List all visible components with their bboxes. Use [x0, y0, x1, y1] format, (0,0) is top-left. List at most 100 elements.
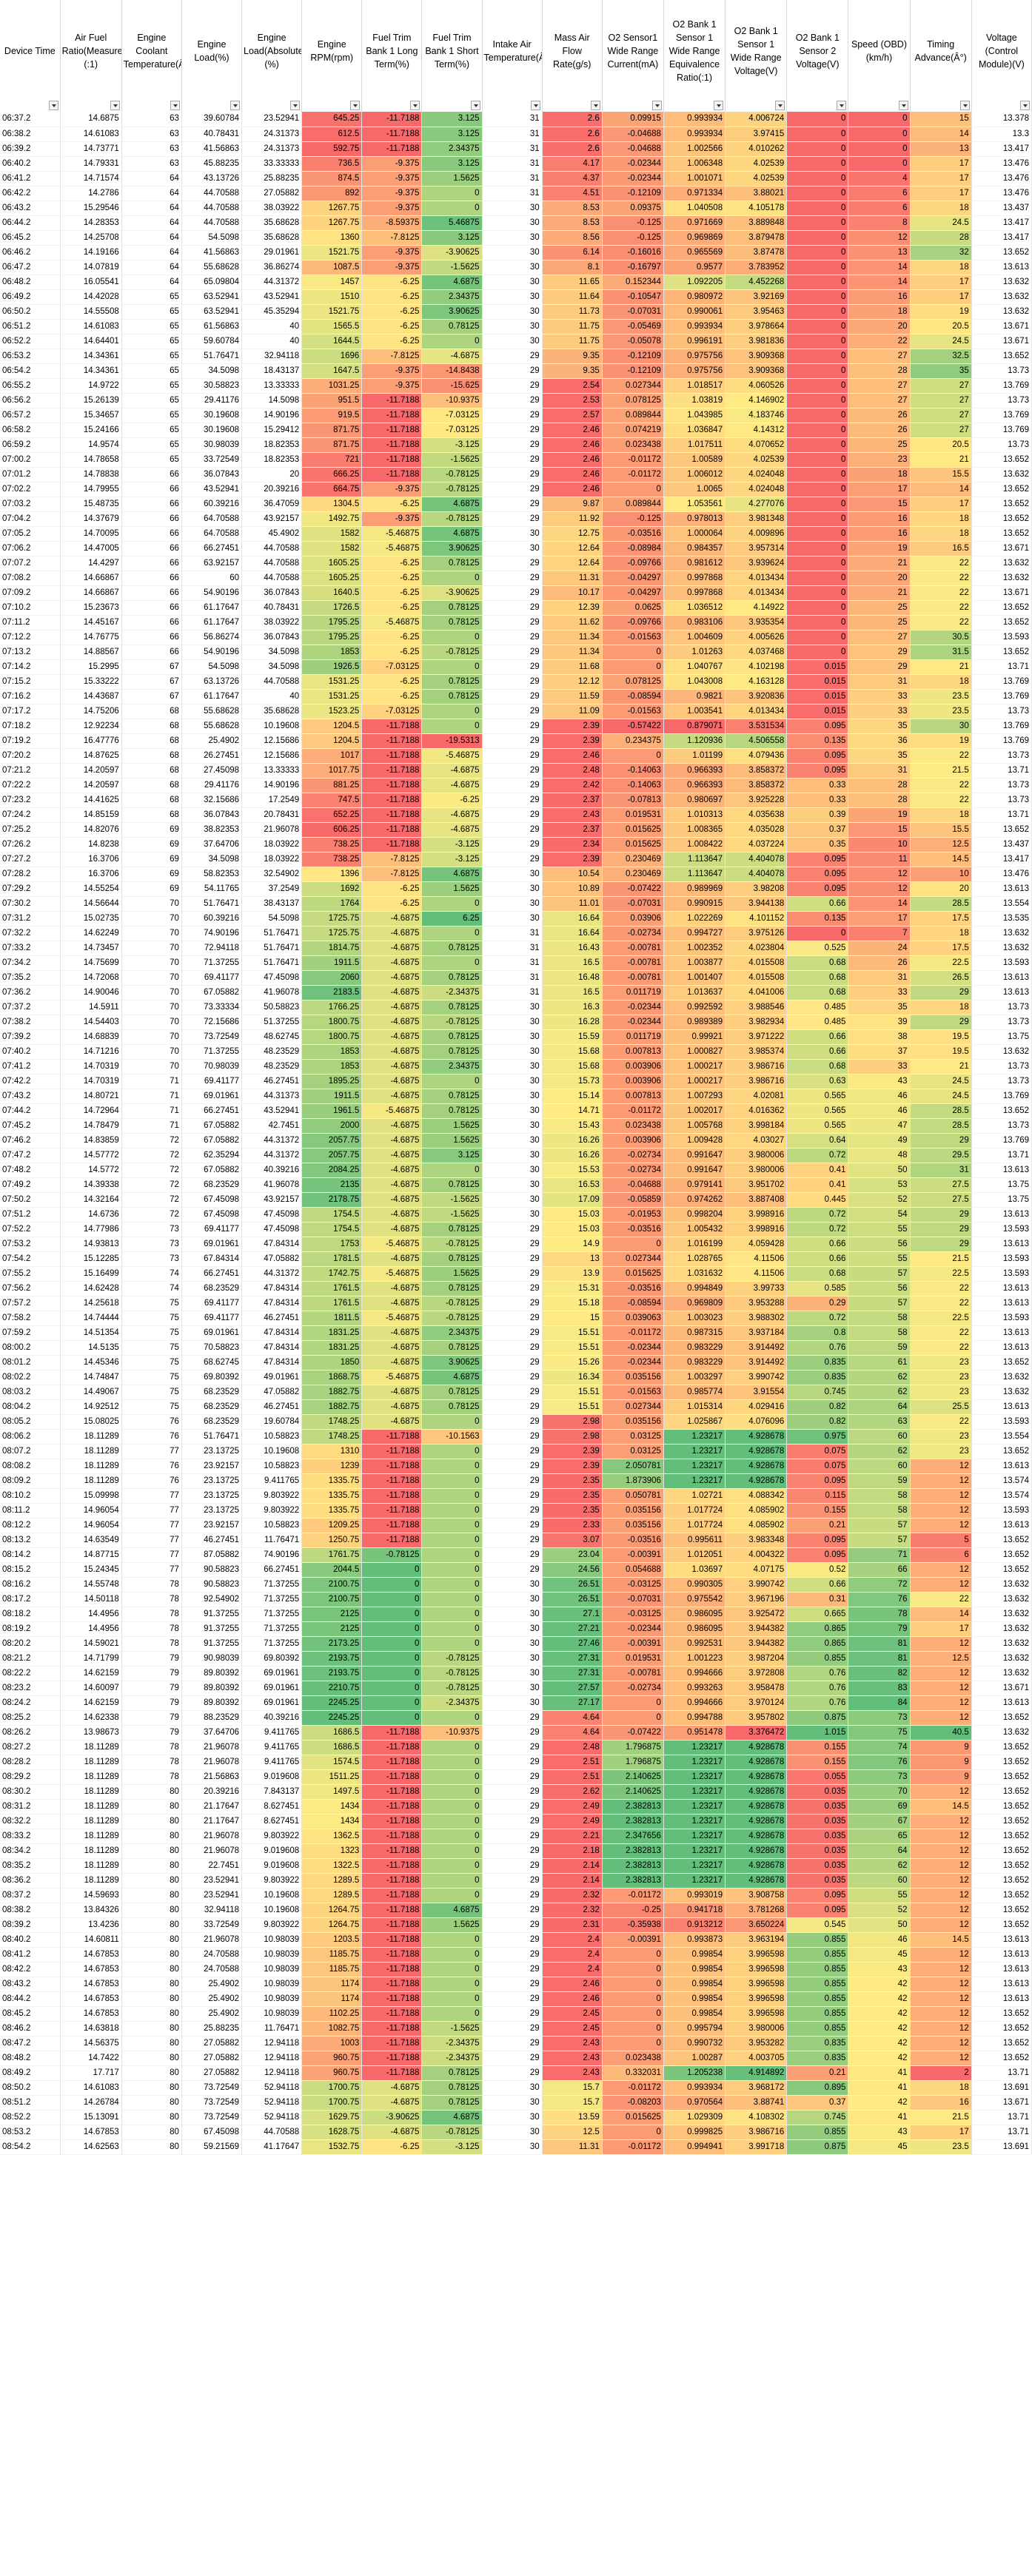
table-cell: 14.34361 — [60, 363, 122, 379]
table-cell: 22.5 — [910, 1311, 972, 1326]
table-cell: 4.11506 — [725, 1266, 788, 1282]
table-cell: -15.625 — [421, 378, 483, 394]
table-cell: 15.14 — [542, 1089, 603, 1104]
filter-dropdown-icon[interactable] — [290, 101, 301, 110]
table-cell: 10.89 — [542, 881, 603, 897]
table-cell: 1.120936 — [663, 733, 726, 749]
table-cell: 25.88235 — [241, 171, 303, 186]
table-cell: 3.991718 — [725, 2139, 788, 2155]
table-cell: 13.574 — [971, 1473, 1032, 1489]
table-cell: 15.34657 — [60, 408, 122, 423]
filter-dropdown-icon[interactable] — [837, 101, 847, 110]
table-cell: 65 — [121, 349, 182, 364]
table-cell: 52.94118 — [241, 2095, 303, 2111]
table-cell: 12 — [910, 1473, 972, 1489]
table-cell: 55.68628 — [181, 260, 243, 275]
table-cell: 29 — [482, 659, 543, 675]
table-cell: 07:43.2 — [0, 1089, 61, 1104]
table-cell: 70 — [121, 1029, 182, 1045]
filter-dropdown-icon[interactable] — [350, 101, 361, 110]
table-cell: 4.101152 — [725, 911, 788, 927]
table-cell: 9 — [910, 1769, 972, 1785]
table-cell: 0 — [786, 556, 849, 571]
table-cell: 13.652 — [971, 1917, 1032, 1933]
table-cell: 0.975756 — [663, 349, 726, 364]
table-cell: 14.92512 — [60, 1399, 122, 1415]
table-cell: 22 — [910, 778, 972, 793]
table-cell: 29 — [482, 408, 543, 423]
table-cell: 14.76775 — [60, 630, 122, 645]
table-cell: 07:27.2 — [0, 852, 61, 867]
filter-dropdown-icon[interactable] — [48, 101, 58, 110]
table-cell: 3.914492 — [725, 1355, 788, 1371]
filter-dropdown-icon[interactable] — [530, 101, 540, 110]
table-cell: 07:16.2 — [0, 689, 61, 704]
table-cell: 1.010313 — [663, 807, 726, 823]
table-cell: 21.56863 — [181, 1769, 243, 1785]
table-cell: 14.07819 — [60, 260, 122, 275]
table-cell: 14.73771 — [60, 141, 122, 157]
table-cell: 67.05882 — [181, 985, 243, 1001]
table-cell: 1882.75 — [301, 1385, 363, 1400]
table-cell: -11.7188 — [361, 2036, 423, 2051]
filter-dropdown-icon[interactable] — [410, 101, 420, 110]
table-cell: 1.040767 — [663, 659, 726, 675]
table-cell: 9.87 — [542, 497, 603, 512]
table-cell: 89.80392 — [181, 1666, 243, 1681]
table-row: 07:40.2 14.71216 70 71.37255 48.23529 1853 -4.… — [0, 1044, 1032, 1060]
table-row: 08:38.2 13.84326 80 32.94118 10.19608 1264.75… — [0, 1903, 1032, 1918]
table-cell: 08:52.2 — [0, 2110, 61, 2125]
table-cell: 1686.5 — [301, 1740, 363, 1755]
table-cell: 07:44.2 — [0, 1103, 61, 1119]
table-cell: 18.11289 — [60, 1784, 122, 1800]
filter-dropdown-icon[interactable] — [959, 101, 970, 110]
table-cell: 41.96078 — [241, 1177, 303, 1193]
table-cell: 13.73 — [971, 704, 1032, 719]
filter-dropdown-icon[interactable] — [230, 101, 241, 110]
table-cell: 66 — [121, 556, 182, 571]
table-cell: -11.7188 — [361, 1903, 423, 1918]
table-cell: 2183.5 — [301, 985, 363, 1001]
column-header-label: O2 Sensor1 Wide Range Current(mA) — [607, 32, 659, 70]
table-cell: 0.095 — [786, 719, 849, 734]
table-cell: 30 — [482, 215, 543, 231]
filter-dropdown-icon[interactable] — [651, 101, 662, 110]
table-cell: 1102.25 — [301, 2006, 363, 2022]
table-cell: 29 — [482, 733, 543, 749]
table-cell: 2.39 — [542, 852, 603, 867]
table-cell: 11.01 — [542, 896, 603, 912]
filter-dropdown-icon[interactable] — [775, 101, 785, 110]
filter-dropdown-icon[interactable] — [590, 101, 600, 110]
table-cell: 4.6875 — [421, 497, 483, 512]
table-cell: 29 — [482, 1414, 543, 1430]
table-cell: 0.155 — [786, 1503, 849, 1519]
table-cell: 43 — [848, 2125, 911, 2140]
table-cell: 31 — [910, 1163, 972, 1178]
table-cell: 51.76471 — [181, 896, 243, 912]
filter-dropdown-icon[interactable] — [1020, 101, 1030, 110]
table-cell: 31 — [482, 955, 543, 971]
table-cell: 54.5098 — [181, 230, 243, 246]
table-cell: 11.65 — [542, 275, 603, 290]
filter-dropdown-icon[interactable] — [470, 101, 480, 110]
table-cell: 1.5625 — [421, 1118, 483, 1134]
filter-dropdown-icon[interactable] — [714, 101, 724, 110]
table-cell: -11.7188 — [361, 1429, 423, 1445]
table-cell: 13.652 — [971, 1799, 1032, 1815]
table-cell: 0.095 — [786, 867, 849, 882]
filter-dropdown-icon[interactable] — [898, 101, 908, 110]
table-cell: 0.095 — [786, 1473, 849, 1489]
table-cell: 13.613 — [971, 1459, 1032, 1474]
table-cell: 29 — [482, 437, 543, 453]
table-cell: 66 — [121, 571, 182, 586]
filter-dropdown-icon[interactable] — [170, 101, 180, 110]
filter-dropdown-icon[interactable] — [110, 101, 120, 110]
table-cell: 0 — [602, 748, 664, 764]
table-cell: 29 — [482, 1873, 543, 1889]
table-cell: 59 — [848, 1473, 911, 1489]
table-cell: 50.58823 — [241, 1000, 303, 1015]
table-cell: 30 — [482, 896, 543, 912]
table-cell: 27.05882 — [241, 186, 303, 201]
table-cell: 1.000827 — [663, 1044, 726, 1060]
table-row: 07:20.2 14.87625 68 26.27451 12.15686 1017 -11… — [0, 748, 1032, 764]
